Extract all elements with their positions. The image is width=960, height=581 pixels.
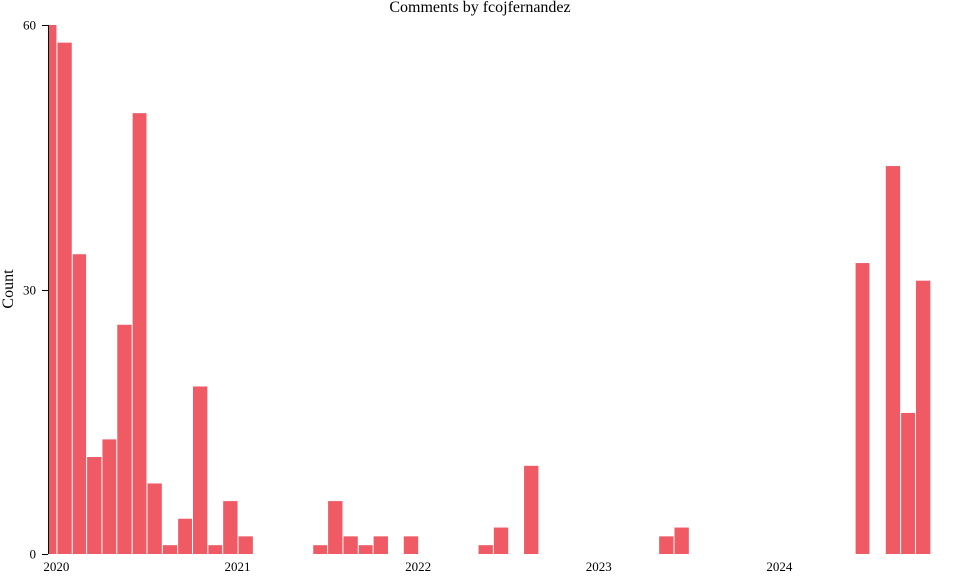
bar bbox=[102, 439, 117, 554]
bar bbox=[358, 545, 373, 554]
bar bbox=[223, 501, 238, 554]
x-tick-label: 2022 bbox=[405, 559, 431, 574]
bar bbox=[147, 483, 162, 554]
x-tick-label: 2020 bbox=[43, 559, 69, 574]
bar bbox=[885, 166, 901, 555]
chart-title: Comments by fcojfernandez bbox=[389, 0, 570, 16]
bar bbox=[493, 527, 509, 554]
y-axis-label: Count bbox=[0, 269, 17, 309]
bar bbox=[855, 263, 870, 554]
bar bbox=[524, 465, 539, 554]
bar bbox=[49, 25, 57, 554]
bar bbox=[659, 536, 674, 554]
bar bbox=[57, 42, 72, 555]
bar bbox=[193, 386, 208, 554]
bar bbox=[328, 501, 343, 554]
bar bbox=[238, 536, 253, 554]
y-tick-label: 0 bbox=[30, 547, 37, 562]
x-tick-label: 2024 bbox=[766, 559, 793, 574]
bar bbox=[132, 113, 147, 555]
y-tick-label: 60 bbox=[23, 18, 36, 33]
bar bbox=[87, 457, 102, 554]
bar bbox=[343, 536, 358, 554]
bar bbox=[72, 254, 87, 554]
bars-group bbox=[49, 25, 931, 555]
bar bbox=[915, 280, 931, 554]
bar bbox=[674, 527, 689, 554]
bar bbox=[117, 324, 132, 554]
bar bbox=[178, 518, 192, 554]
y-tick-label: 30 bbox=[23, 283, 36, 298]
bar bbox=[162, 545, 178, 554]
x-tick-label: 2021 bbox=[225, 559, 251, 574]
x-ticks-group: 2020 2021 2022 2023 2024 bbox=[43, 559, 792, 574]
bar bbox=[373, 536, 388, 554]
bar bbox=[313, 545, 328, 554]
bar bbox=[478, 545, 493, 554]
x-tick-label: 2023 bbox=[586, 559, 612, 574]
bar bbox=[208, 545, 223, 554]
bar bbox=[403, 536, 419, 554]
y-ticks-group: 0 30 60 bbox=[23, 18, 48, 562]
bar bbox=[901, 412, 915, 554]
